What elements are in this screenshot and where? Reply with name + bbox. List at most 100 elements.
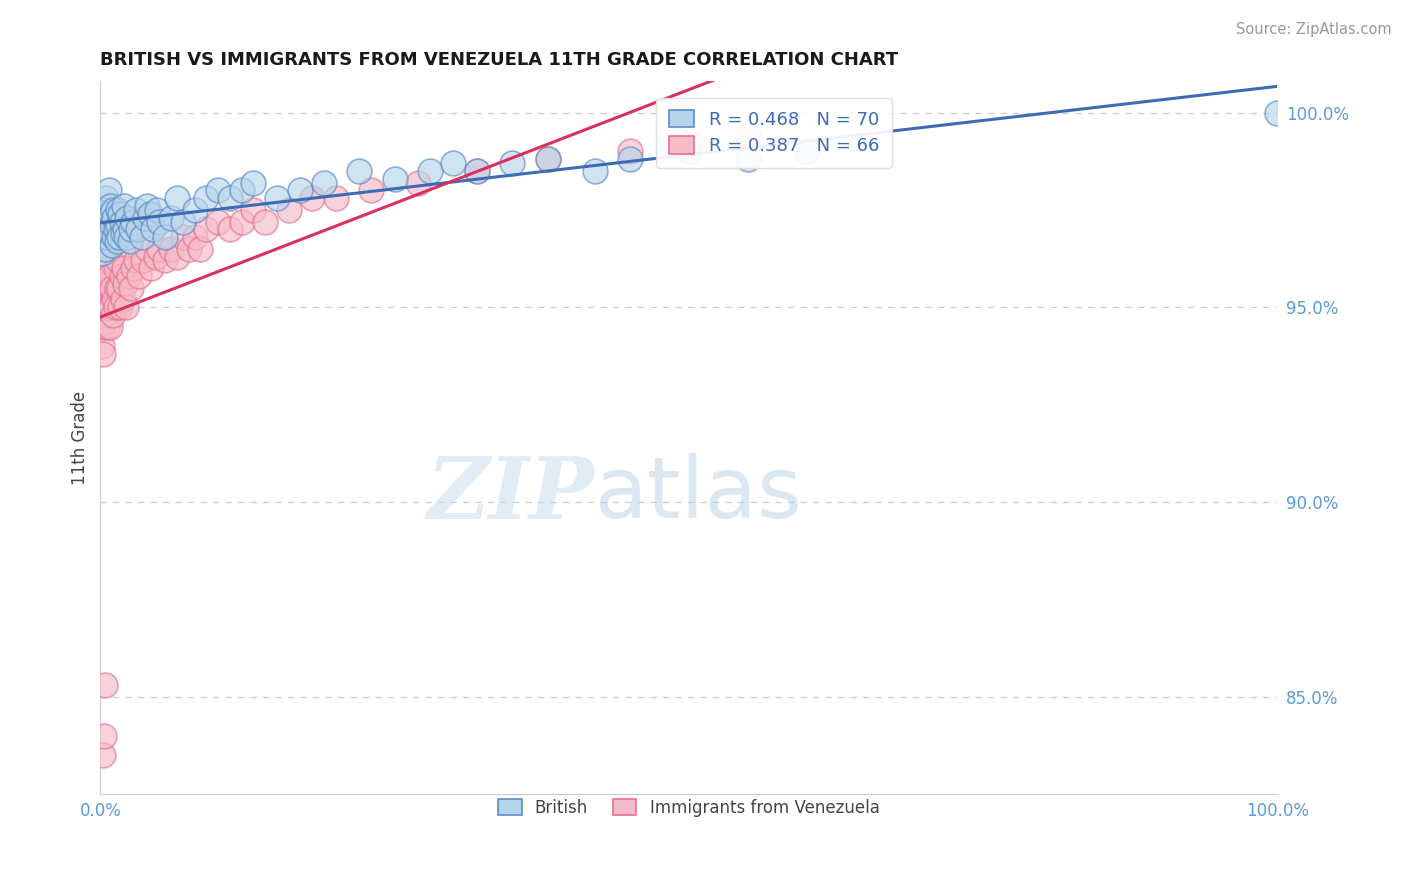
Point	[360, 183, 382, 197]
Point	[115, 230, 138, 244]
Point	[145, 250, 167, 264]
Point	[166, 250, 188, 264]
Point	[104, 222, 127, 236]
Point	[242, 202, 264, 217]
Point	[96, 261, 118, 276]
Point	[117, 268, 139, 283]
Point	[134, 211, 156, 225]
Point	[231, 183, 253, 197]
Point	[127, 222, 149, 236]
Point	[501, 156, 523, 170]
Point	[115, 300, 138, 314]
Point	[177, 242, 200, 256]
Point	[172, 214, 194, 228]
Text: Source: ZipAtlas.com: Source: ZipAtlas.com	[1236, 22, 1392, 37]
Point	[325, 191, 347, 205]
Point	[737, 153, 759, 167]
Point	[97, 183, 120, 197]
Point	[91, 347, 114, 361]
Point	[148, 242, 170, 256]
Point	[93, 729, 115, 743]
Point	[465, 164, 488, 178]
Point	[110, 300, 132, 314]
Point	[207, 183, 229, 197]
Point	[207, 214, 229, 228]
Point	[1267, 105, 1289, 120]
Point	[104, 300, 127, 314]
Point	[124, 202, 146, 217]
Legend: British, Immigrants from Venezuela: British, Immigrants from Venezuela	[489, 790, 889, 825]
Point	[290, 183, 312, 197]
Point	[108, 230, 131, 244]
Point	[96, 319, 118, 334]
Point	[94, 242, 117, 256]
Point	[195, 222, 218, 236]
Point	[117, 211, 139, 225]
Point	[108, 281, 131, 295]
Point	[619, 145, 641, 159]
Point	[112, 199, 135, 213]
Point	[111, 226, 134, 240]
Point	[619, 153, 641, 167]
Point	[406, 176, 429, 190]
Point	[107, 253, 129, 268]
Point	[103, 202, 125, 217]
Point	[132, 253, 155, 268]
Point	[153, 230, 176, 244]
Point	[110, 268, 132, 283]
Point	[107, 202, 129, 217]
Point	[166, 191, 188, 205]
Point	[103, 293, 125, 307]
Point	[96, 222, 118, 236]
Point	[112, 261, 135, 276]
Point	[94, 678, 117, 692]
Point	[91, 319, 114, 334]
Point	[231, 214, 253, 228]
Point	[153, 253, 176, 268]
Point	[94, 214, 117, 228]
Point	[139, 207, 162, 221]
Point	[266, 191, 288, 205]
Point	[139, 261, 162, 276]
Text: BRITISH VS IMMIGRANTS FROM VENEZUELA 11TH GRADE CORRELATION CHART: BRITISH VS IMMIGRANTS FROM VENEZUELA 11T…	[100, 51, 898, 69]
Point	[443, 156, 465, 170]
Point	[110, 207, 132, 221]
Point	[114, 222, 136, 236]
Point	[105, 281, 128, 295]
Point	[160, 242, 183, 256]
Point	[90, 339, 112, 353]
Point	[94, 308, 117, 322]
Point	[301, 191, 323, 205]
Point	[93, 202, 115, 217]
Point	[465, 164, 488, 178]
Point	[277, 202, 299, 217]
Y-axis label: 11th Grade: 11th Grade	[72, 391, 89, 484]
Point	[131, 230, 153, 244]
Point	[93, 230, 115, 244]
Point	[349, 164, 371, 178]
Point	[100, 207, 122, 221]
Point	[737, 128, 759, 143]
Point	[142, 222, 165, 236]
Point	[104, 261, 127, 276]
Point	[98, 268, 121, 283]
Text: atlas: atlas	[595, 453, 803, 536]
Point	[190, 242, 212, 256]
Point	[90, 245, 112, 260]
Point	[120, 222, 142, 236]
Point	[242, 176, 264, 190]
Point	[111, 293, 134, 307]
Point	[100, 300, 122, 314]
Point	[218, 191, 240, 205]
Point	[93, 316, 115, 330]
Point	[97, 300, 120, 314]
Point	[172, 230, 194, 244]
Point	[98, 199, 121, 213]
Point	[128, 268, 150, 283]
Point	[91, 748, 114, 763]
Point	[97, 214, 120, 228]
Point	[103, 230, 125, 244]
Point	[136, 199, 159, 213]
Point	[254, 214, 277, 228]
Point	[96, 191, 118, 205]
